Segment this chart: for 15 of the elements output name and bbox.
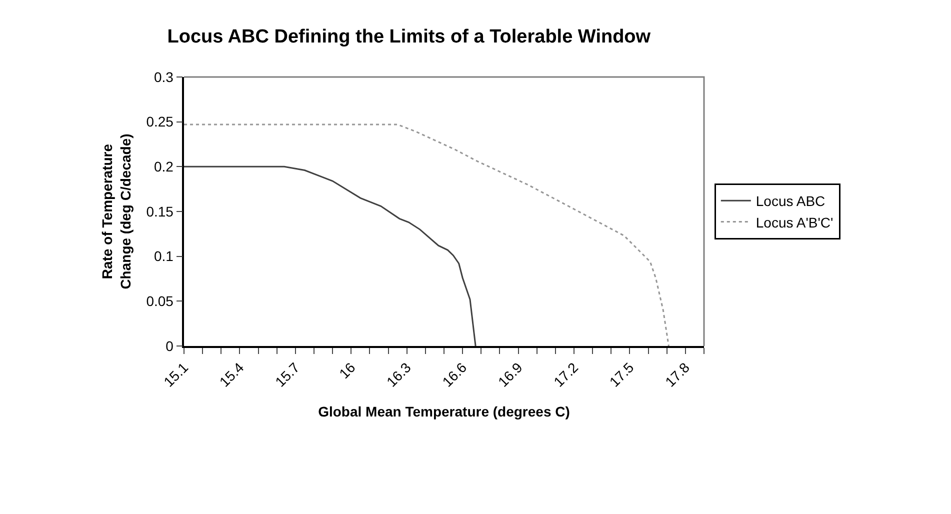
x-tick-label: 15.1 (160, 359, 192, 390)
legend-label: Locus A'B'C' (756, 214, 834, 230)
x-axis-title: Global Mean Temperature (degrees C) (318, 404, 570, 420)
y-tick-label: 0 (166, 338, 174, 354)
x-tick-label: 16 (336, 359, 358, 382)
y-tick-label: 0.2 (154, 158, 174, 175)
y-tick-label: 0.15 (146, 203, 174, 220)
chart-title: Locus ABC Defining the Limits of a Tolerable Window (167, 26, 651, 48)
y-axis-title: Rate of Temperature Change (deg C/decade) (99, 134, 134, 290)
y-tick-label: 0.25 (146, 114, 174, 130)
y-tick-label: 0.1 (154, 248, 174, 264)
y-tick-label: 0.05 (146, 293, 174, 310)
y-tick-label: 0.3 (154, 68, 174, 85)
line-series (184, 124, 670, 346)
legend-label: Locus ABC (756, 193, 826, 210)
